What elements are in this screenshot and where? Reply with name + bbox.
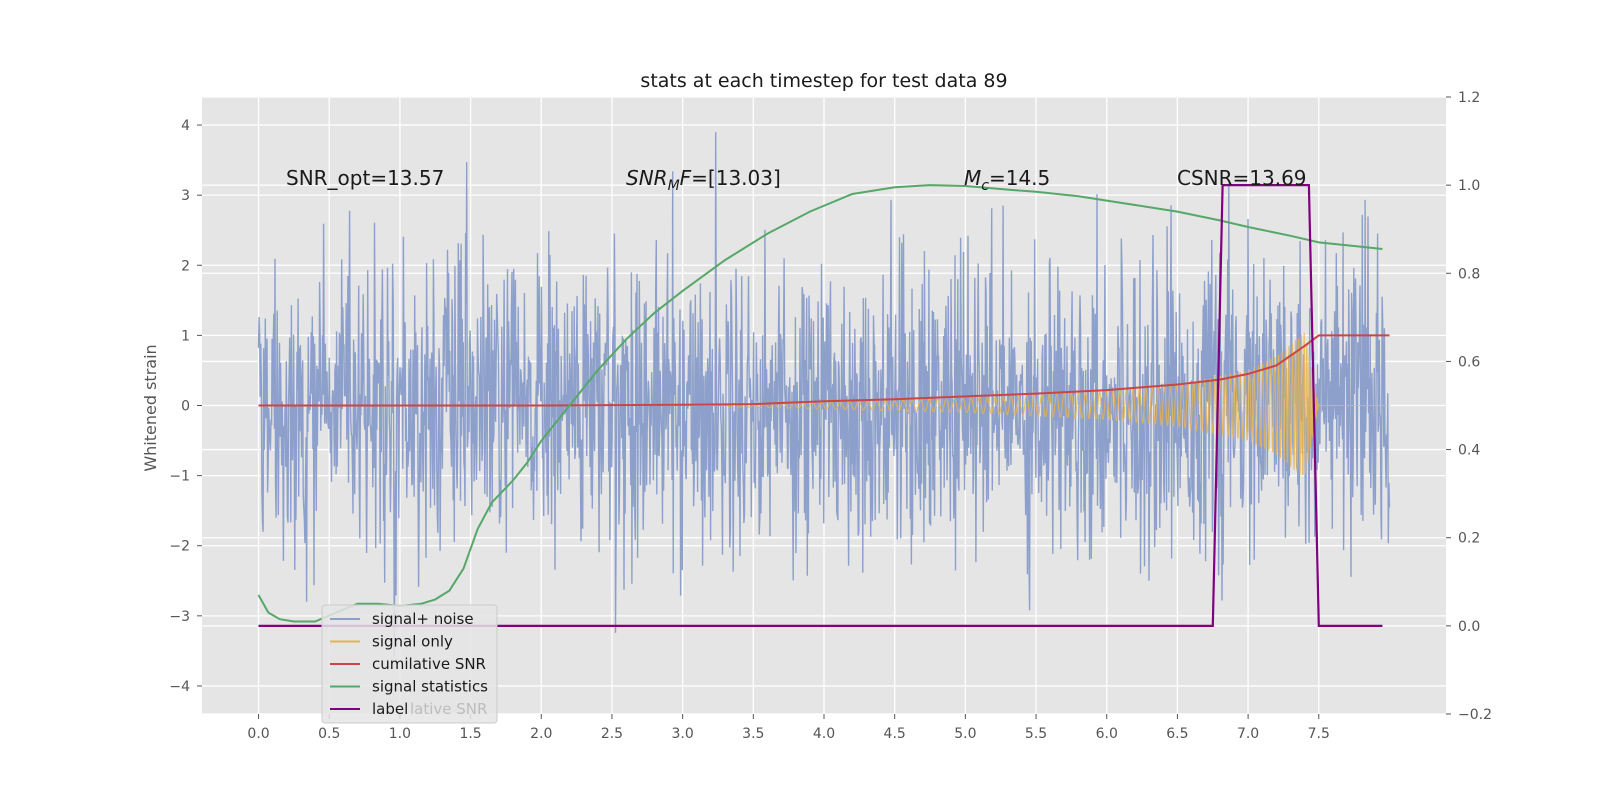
y2-tick-label: 1.0 <box>1458 178 1480 194</box>
series-cumulative-snr <box>258 334 1390 407</box>
series-label <box>258 184 1383 627</box>
x-tick-label: 6.5 <box>1166 726 1188 742</box>
y-tick-label: −4 <box>169 679 190 695</box>
y2-tick-label: 0.8 <box>1458 266 1480 282</box>
x-tick-label: 5.0 <box>954 726 976 742</box>
x-tick-label: 1.0 <box>389 726 411 742</box>
series-signal-noise <box>257 132 1391 656</box>
series-signal-statistics <box>257 184 1383 623</box>
x-tick-label: 4.0 <box>813 726 835 742</box>
legend-label: signal statistics <box>372 678 488 696</box>
y-tick-label: 4 <box>181 118 190 134</box>
chart-title: stats at each timestep for test data 89 <box>640 70 1007 92</box>
x-tick-label: 2.0 <box>530 726 552 742</box>
y-tick-label: 1 <box>181 328 190 344</box>
legend-box <box>321 604 498 724</box>
y-tick-label: 2 <box>181 258 190 274</box>
x-tick-label: 7.0 <box>1237 726 1259 742</box>
y2-tick-label: 0.0 <box>1458 619 1480 635</box>
x-tick-label: 5.5 <box>1025 726 1047 742</box>
y2-tick-label: 1.2 <box>1458 90 1480 106</box>
annotation-snr-opt: SNR_opt=13.57 <box>286 166 444 190</box>
annotation-snr-mf: SNRMF=[13.03] <box>626 166 781 194</box>
legend-overlap-text: lative SNR <box>410 700 487 718</box>
x-tick-label: 2.5 <box>601 726 623 742</box>
y-tick-label: −3 <box>169 609 190 625</box>
x-tick-label: 0.0 <box>247 726 269 742</box>
series-signal-only <box>258 332 1390 476</box>
legend-label: signal only <box>372 633 453 651</box>
x-tick-label: 3.5 <box>742 726 764 742</box>
annotation-csnr: CSNR=13.69 <box>1177 166 1307 190</box>
x-tick-label: 4.5 <box>884 726 906 742</box>
legend: lative SNR signal+ noise signal only cumila… <box>321 604 498 724</box>
y2-tick-label: 0.4 <box>1458 443 1480 459</box>
x-tick-label: 0.5 <box>318 726 340 742</box>
y-tick-label: 3 <box>181 188 190 204</box>
y2-tick-label: 0.2 <box>1458 531 1480 547</box>
y2-tick-label: 0.6 <box>1458 354 1480 370</box>
y2-tick-label: −0.2 <box>1458 707 1492 723</box>
y-tick-label: −1 <box>169 469 190 485</box>
x-tick-label: 6.0 <box>1096 726 1118 742</box>
y-tick-label: 0 <box>181 399 190 415</box>
y-axis-title: Whitened strain <box>141 344 160 471</box>
x-tick-label: 3.0 <box>672 726 694 742</box>
annotation-mc: Mc=14.5 <box>964 166 1050 194</box>
legend-label: signal+ noise <box>372 610 474 628</box>
y-tick-label: −2 <box>169 539 190 555</box>
legend-label: label <box>372 700 408 718</box>
x-tick-label: 7.5 <box>1308 726 1330 742</box>
legend-label: cumilative SNR <box>372 655 486 673</box>
x-tick-label: 1.5 <box>459 726 481 742</box>
